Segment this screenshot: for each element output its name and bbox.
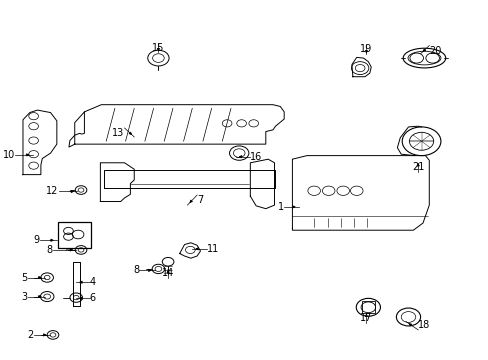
Text: 17: 17 <box>360 314 372 323</box>
Text: 6: 6 <box>90 293 96 303</box>
Text: 2: 2 <box>27 330 34 340</box>
Polygon shape <box>179 243 200 258</box>
Polygon shape <box>250 159 274 209</box>
Polygon shape <box>292 156 428 230</box>
Text: 9: 9 <box>34 235 40 245</box>
Polygon shape <box>103 170 275 188</box>
Text: 1: 1 <box>278 202 284 212</box>
Polygon shape <box>23 110 57 175</box>
Ellipse shape <box>402 48 445 68</box>
Bar <box>361 301 374 314</box>
Text: 11: 11 <box>206 244 219 254</box>
Text: 16: 16 <box>250 152 262 162</box>
Text: 10: 10 <box>3 150 15 160</box>
Polygon shape <box>73 262 80 306</box>
Text: 8: 8 <box>133 265 139 275</box>
Text: 19: 19 <box>360 44 372 54</box>
Text: 8: 8 <box>47 245 53 255</box>
Ellipse shape <box>407 51 440 65</box>
Text: 15: 15 <box>152 43 164 53</box>
Text: 3: 3 <box>21 292 28 302</box>
Text: 18: 18 <box>417 320 429 330</box>
Text: 4: 4 <box>90 277 96 287</box>
Bar <box>58 222 90 248</box>
Text: 12: 12 <box>46 186 59 197</box>
Text: 7: 7 <box>197 195 203 205</box>
Text: 5: 5 <box>21 273 28 283</box>
Polygon shape <box>100 163 134 202</box>
Text: 21: 21 <box>411 162 424 172</box>
Polygon shape <box>351 57 370 77</box>
Text: 13: 13 <box>112 128 124 138</box>
Text: 20: 20 <box>428 45 441 55</box>
Polygon shape <box>75 105 284 144</box>
Text: 14: 14 <box>162 267 174 278</box>
